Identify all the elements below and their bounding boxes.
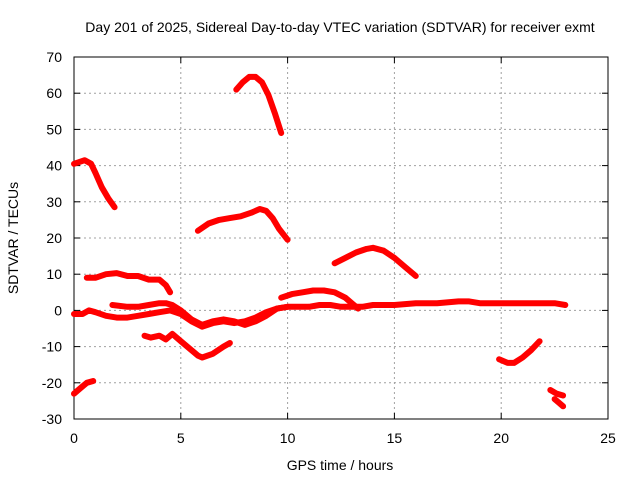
x-axis-label: GPS time / hours: [287, 457, 394, 473]
x-tick-label: 10: [280, 430, 296, 446]
grid: [74, 57, 608, 419]
chart-title: Day 201 of 2025, Sidereal Day-to-day VTE…: [85, 19, 594, 35]
y-tick-label: 0: [54, 302, 62, 318]
series-arc-i: [278, 287, 362, 312]
series-arc-f: [71, 378, 97, 397]
y-tick-label: 10: [46, 266, 62, 282]
series-arc-m: [551, 396, 567, 410]
series-arc-d: [109, 300, 291, 328]
series-arc-k: [496, 338, 543, 366]
y-tick-label: -20: [42, 375, 62, 391]
y-tick-label: 40: [46, 158, 62, 174]
series-arc-b: [83, 270, 174, 296]
x-tick-label: 5: [177, 430, 185, 446]
data-series: [71, 73, 569, 410]
y-tick-label: 50: [46, 121, 62, 137]
series-arc-a: [71, 157, 118, 211]
y-tick-label: -10: [42, 339, 62, 355]
x-tick-label: 0: [70, 430, 78, 446]
series-arc-e: [141, 330, 233, 361]
y-tick-label: 20: [46, 230, 62, 246]
y-axis-label: SDTVAR / TECUs: [5, 182, 21, 294]
axis-ticks: 0 5 10 15 20 25 -30 -20 -10 0 10 20 30 40 50 60 70: [42, 49, 616, 446]
series-arc-j: [331, 244, 419, 279]
series-arc-g: [194, 206, 291, 243]
y-tick-label: 70: [46, 49, 62, 65]
x-tick-label: 15: [387, 430, 403, 446]
y-tick-label: 30: [46, 194, 62, 210]
series-arc-l: [547, 387, 567, 399]
series-arc-h: [233, 73, 285, 136]
x-tick-label: 25: [600, 430, 616, 446]
y-tick-label: -30: [42, 411, 62, 427]
x-tick-label: 20: [493, 430, 509, 446]
y-tick-label: 60: [46, 85, 62, 101]
